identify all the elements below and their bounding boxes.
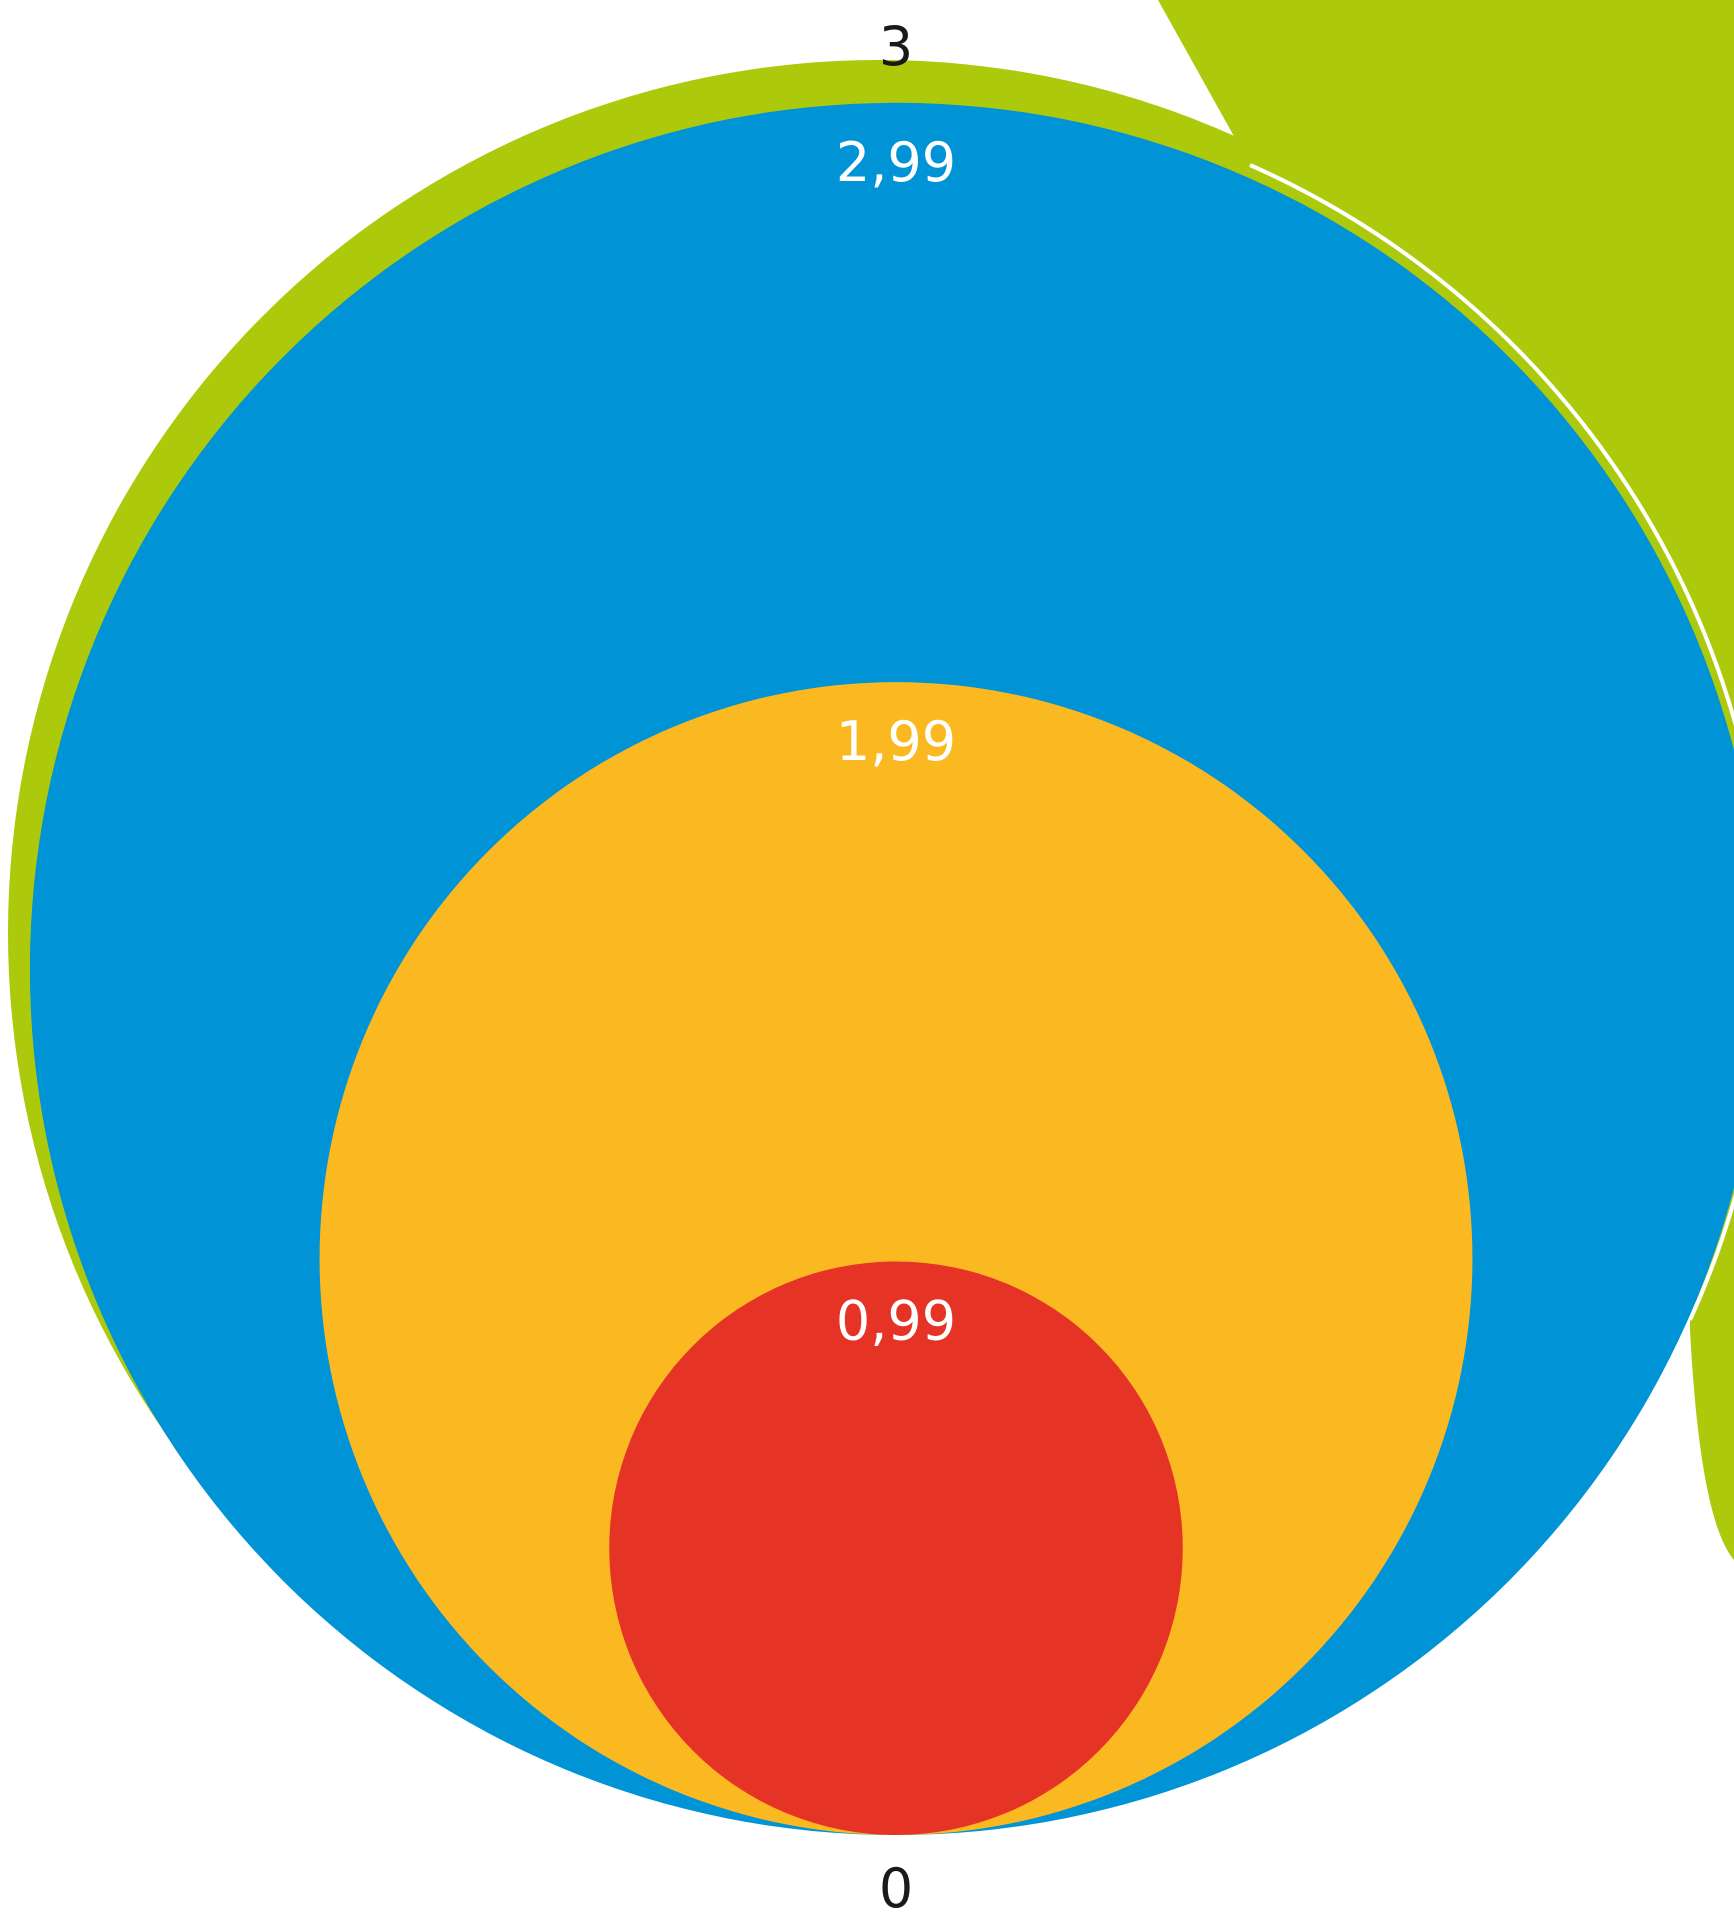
- circle-0-99: [609, 1261, 1183, 1835]
- value-label-0-99: 0,99: [836, 1289, 956, 1352]
- circle-1-99: [319, 682, 1473, 1835]
- callout-edge-line: [1249, 163, 1734, 1321]
- scale-min-label: 0: [879, 1857, 913, 1913]
- circle-series: [8, 60, 1734, 1835]
- value-label-1-99: 1,99: [836, 710, 956, 773]
- value-labels: 2,99 1,99 0,99: [836, 131, 956, 1353]
- value-label-2-99: 2,99: [836, 131, 956, 194]
- scale-max-label: 3: [879, 15, 913, 78]
- callout-wedge: [1158, 0, 1734, 1560]
